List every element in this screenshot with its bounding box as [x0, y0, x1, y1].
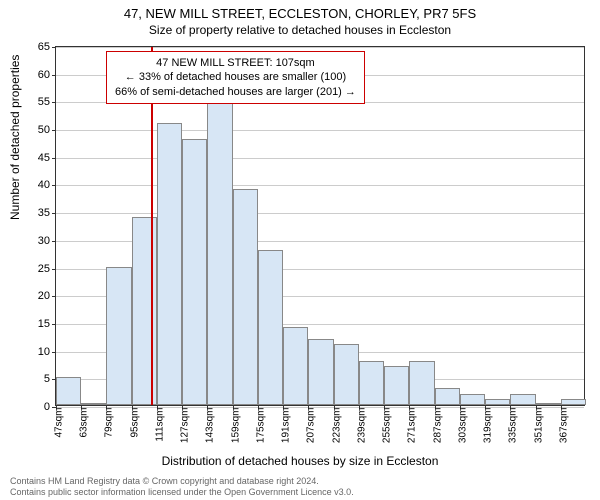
y-tick-label: 45 — [26, 152, 50, 164]
chart-container: 47, NEW MILL STREET, ECCLESTON, CHORLEY,… — [0, 0, 600, 500]
histogram-bar — [536, 403, 561, 405]
y-tick-label: 60 — [26, 69, 50, 81]
y-tick — [52, 102, 56, 103]
y-tick-label: 55 — [26, 96, 50, 108]
x-tick-label: 207sqm — [306, 408, 317, 444]
histogram-bar — [359, 361, 384, 405]
y-tick-label: 15 — [26, 318, 50, 330]
histogram-bar — [510, 394, 535, 405]
y-tick — [52, 213, 56, 214]
y-tick — [52, 158, 56, 159]
x-tick-label: 191sqm — [281, 408, 292, 444]
histogram-bar — [56, 377, 81, 405]
histogram-bar — [132, 217, 157, 405]
y-tick — [52, 352, 56, 353]
y-tick-label: 35 — [26, 207, 50, 219]
footer-line-1: Contains HM Land Registry data © Crown c… — [10, 476, 590, 487]
y-tick-label: 30 — [26, 235, 50, 247]
grid-line — [56, 158, 584, 159]
annotation-line: 47 NEW MILL STREET: 107sqm — [115, 56, 356, 70]
x-tick-label: 319sqm — [483, 408, 494, 444]
annotation-line: 66% of semi-detached houses are larger (… — [115, 85, 356, 99]
x-tick-label: 303sqm — [457, 408, 468, 444]
x-tick-label: 175sqm — [255, 408, 266, 444]
y-tick-label: 25 — [26, 263, 50, 275]
histogram-bar — [258, 250, 283, 405]
y-tick — [52, 75, 56, 76]
x-tick-label: 79sqm — [104, 408, 115, 438]
histogram-bar — [308, 339, 333, 405]
x-tick-label: 223sqm — [331, 408, 342, 444]
y-tick-label: 50 — [26, 124, 50, 136]
histogram-bar — [106, 267, 131, 405]
title-sub: Size of property relative to detached ho… — [0, 21, 600, 37]
x-tick-label: 159sqm — [230, 408, 241, 444]
x-tick-label: 63sqm — [79, 408, 90, 438]
title-main: 47, NEW MILL STREET, ECCLESTON, CHORLEY,… — [0, 0, 600, 21]
histogram-bar — [384, 366, 409, 405]
histogram-bar — [233, 189, 258, 405]
grid-line — [56, 47, 584, 48]
x-tick-label: 127sqm — [180, 408, 191, 444]
plot-area: 0510152025303540455055606547sqm63sqm79sq… — [55, 46, 585, 406]
histogram-bar — [435, 388, 460, 405]
y-tick-label: 5 — [26, 373, 50, 385]
x-tick-label: 95sqm — [129, 408, 140, 438]
y-tick — [52, 296, 56, 297]
histogram-bar — [485, 399, 510, 405]
y-tick-label: 65 — [26, 41, 50, 53]
grid-line — [56, 130, 584, 131]
y-tick-label: 10 — [26, 346, 50, 358]
y-tick-label: 0 — [26, 401, 50, 413]
grid-line — [56, 185, 584, 186]
x-tick-label: 271sqm — [407, 408, 418, 444]
y-tick — [52, 130, 56, 131]
x-tick-label: 47sqm — [54, 408, 65, 438]
x-tick-label: 111sqm — [154, 408, 165, 442]
grid-line — [56, 213, 584, 214]
x-tick-label: 351sqm — [533, 408, 544, 444]
annotation-line: ← 33% of detached houses are smaller (10… — [115, 70, 356, 84]
x-tick-label: 143sqm — [205, 408, 216, 444]
footer: Contains HM Land Registry data © Crown c… — [10, 476, 590, 498]
y-tick — [52, 185, 56, 186]
histogram-bar — [334, 344, 359, 405]
x-tick-label: 335sqm — [508, 408, 519, 444]
footer-line-2: Contains public sector information licen… — [10, 487, 590, 498]
histogram-bar — [207, 100, 232, 405]
x-tick-label: 255sqm — [382, 408, 393, 444]
histogram-bar — [81, 403, 106, 405]
histogram-bar — [182, 139, 207, 405]
x-axis-title: Distribution of detached houses by size … — [0, 454, 600, 468]
y-tick-label: 40 — [26, 179, 50, 191]
y-tick — [52, 47, 56, 48]
y-tick — [52, 241, 56, 242]
histogram-bar — [561, 399, 586, 405]
x-tick-label: 367sqm — [558, 408, 569, 444]
y-tick-label: 20 — [26, 290, 50, 302]
y-tick — [52, 324, 56, 325]
histogram-bar — [409, 361, 434, 405]
x-tick-label: 287sqm — [432, 408, 443, 444]
y-tick — [52, 269, 56, 270]
histogram-bar — [460, 394, 485, 405]
histogram-bar — [157, 123, 182, 405]
annotation-box: 47 NEW MILL STREET: 107sqm← 33% of detac… — [106, 51, 365, 104]
histogram-bar — [283, 327, 308, 405]
x-tick-label: 239sqm — [356, 408, 367, 444]
y-axis-title: Number of detached properties — [8, 55, 22, 220]
